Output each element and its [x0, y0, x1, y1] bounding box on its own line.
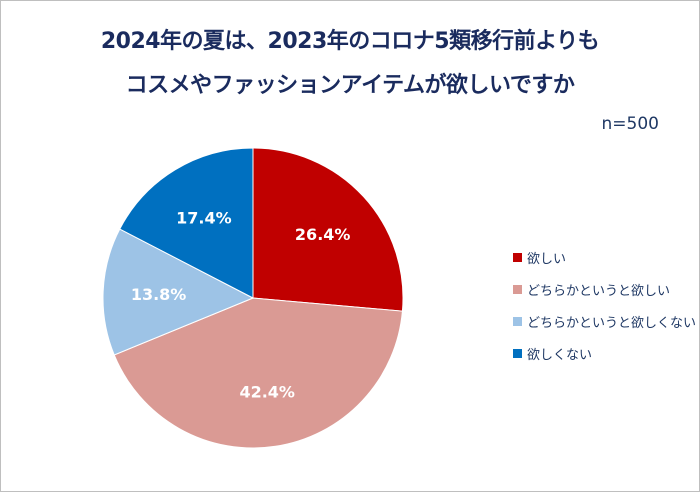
data-label: 13.8% [131, 285, 187, 304]
legend-label: 欲しい [527, 251, 567, 267]
pie-slice [252, 147, 404, 312]
legend-label: どちらかというと欲しい [527, 283, 671, 299]
data-label: 42.4% [239, 382, 295, 401]
chart-title-line-1: 2024年の夏は、2023年のコロナ5類移行前よりも [100, 29, 600, 54]
legend: 欲しいどちらかというと欲しいどちらかというと欲しくない 欲しくない [513, 241, 696, 369]
chart-title-line-2: コスメやファッションアイテムが欲しいですか [125, 73, 575, 98]
legend-swatch [513, 348, 522, 358]
data-label: 17.4% [176, 208, 232, 227]
sample-size-note: n=500 [601, 114, 659, 134]
legend-swatch [513, 284, 522, 294]
data-label: 26.4% [295, 225, 351, 244]
legend-swatch [513, 316, 522, 326]
legend-item: どちらかというと欲しい [513, 273, 696, 305]
pie-slice [102, 228, 255, 356]
pie-slice [113, 297, 403, 449]
legend-item: 欲しくない [513, 337, 696, 369]
legend-item: どちらかというと欲しくない [513, 305, 696, 337]
legend-item: 欲しい [513, 241, 696, 273]
legend-label: どちらかというと欲しくない [527, 315, 697, 331]
legend-label: 欲しくない [527, 347, 593, 363]
pie-slice [119, 147, 254, 299]
legend-swatch [513, 252, 522, 262]
